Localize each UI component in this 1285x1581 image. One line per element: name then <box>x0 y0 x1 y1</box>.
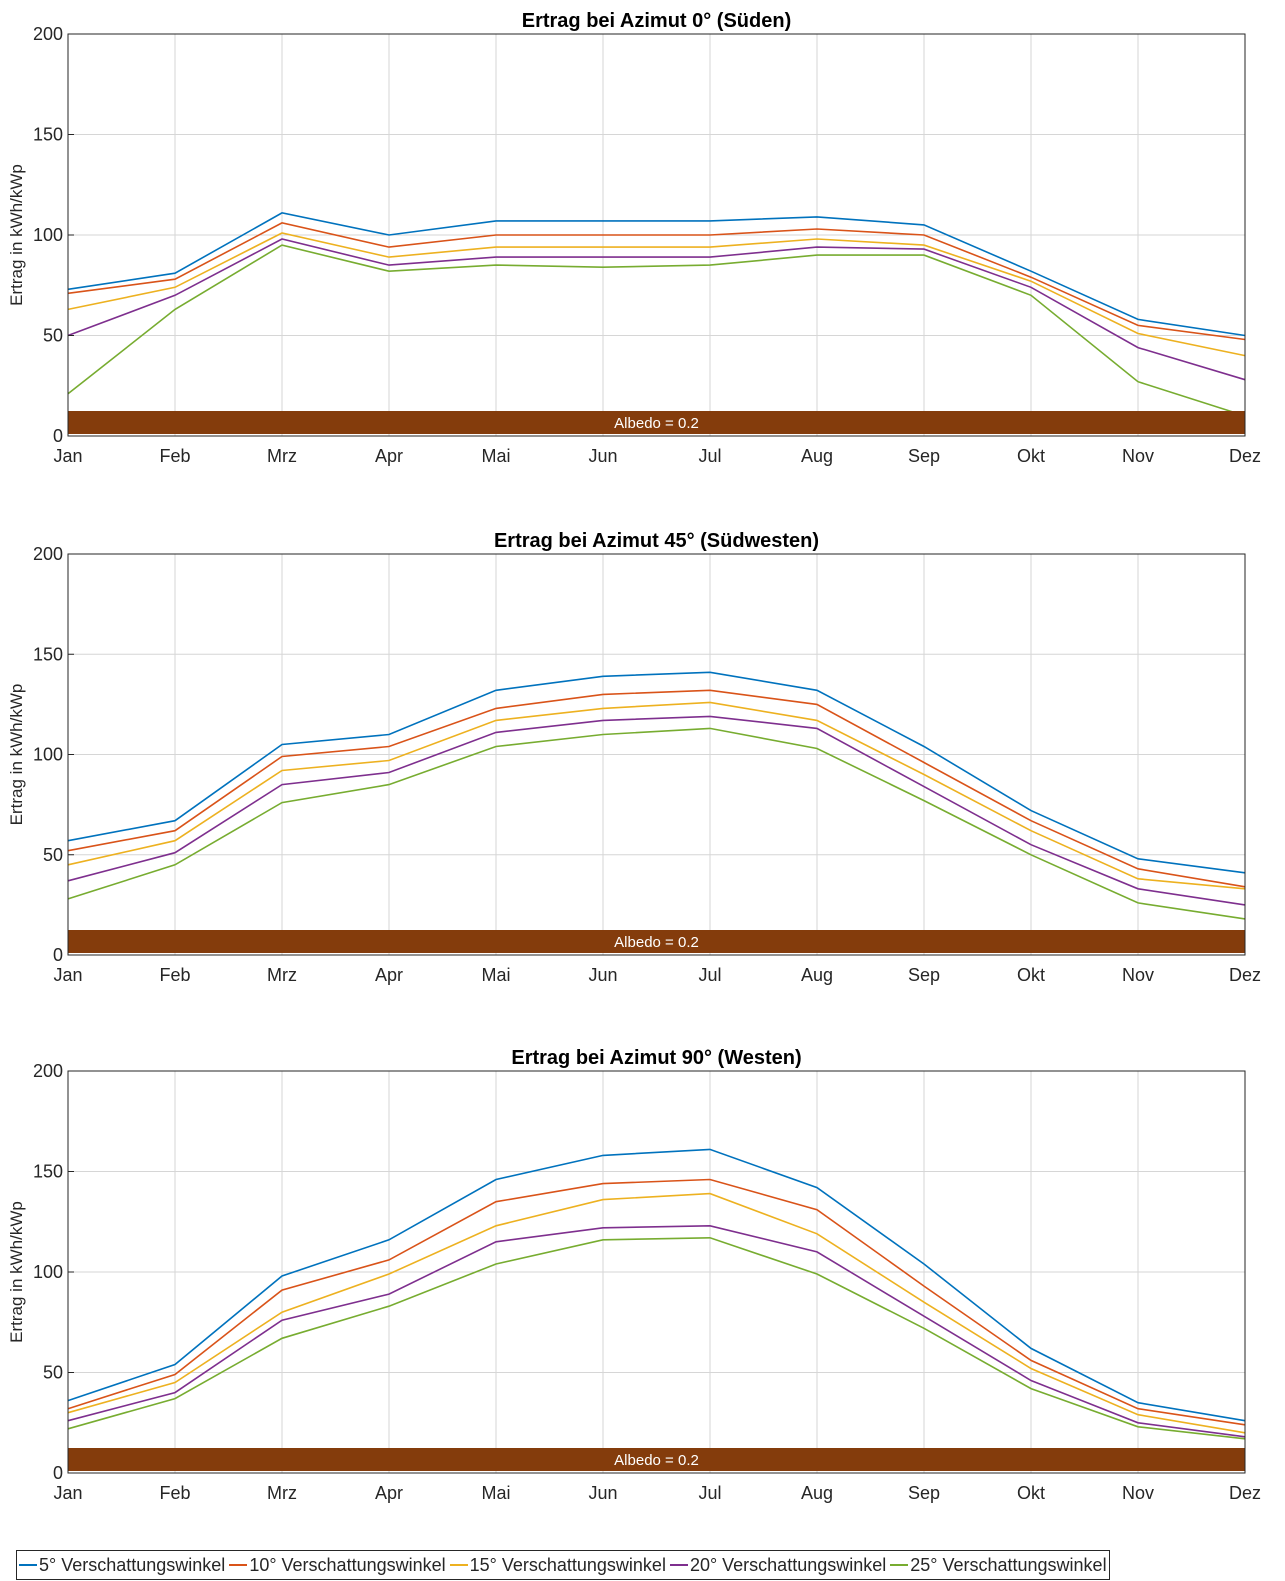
chart-panel: Albedo = 0.2 0 50 100 150 200 Jan Feb Mrz Apr Mai J… <box>7 1047 1261 1503</box>
x-tick-label: Mrz <box>267 965 297 985</box>
series-line <box>67 715 1246 906</box>
x-tick-label: Mai <box>481 1483 510 1503</box>
x-tick-label: Mrz <box>267 446 297 466</box>
series-line <box>67 232 1246 357</box>
albedo-bar <box>68 1448 1245 1471</box>
albedo-bar <box>68 411 1245 434</box>
x-tick-label: Okt <box>1017 446 1045 466</box>
x-tick-label: Aug <box>801 965 833 985</box>
x-tick-label: Feb <box>159 446 190 466</box>
legend-label: 15° Verschattungswinkel <box>469 1554 666 1575</box>
x-tick-label: Feb <box>159 965 190 985</box>
legend-item: 15° Verschattungswinkel <box>449 1554 666 1576</box>
legend-swatch <box>229 1564 248 1566</box>
series-line <box>67 1236 1246 1440</box>
x-tick-label: Jul <box>698 446 721 466</box>
chart-figure: Albedo = 0.2 0 50 100 150 200 Jan Feb Mrz Apr Mai J… <box>7 10 1261 1503</box>
chart-panel: Albedo = 0.2 0 50 100 150 200 Jan Feb Mrz Apr Mai J… <box>7 530 1261 985</box>
chart-title: Ertrag bei Azimut 45° (Südwesten) <box>494 530 819 552</box>
y-tick-label: 0 <box>53 426 63 446</box>
x-tick-label: Mai <box>481 965 510 985</box>
y-tick-label: 100 <box>33 1262 63 1282</box>
series-line <box>67 689 1246 888</box>
y-tick-label: 150 <box>33 1162 63 1182</box>
series-line <box>67 212 1246 337</box>
chart-title: Ertrag bei Azimut 90° (Westen) <box>511 1047 801 1069</box>
x-tick-label: Nov <box>1122 965 1154 985</box>
series-line <box>67 222 1246 341</box>
x-tick-label: Dez <box>1229 965 1261 985</box>
x-tick-label: Nov <box>1122 1483 1154 1503</box>
y-tick-label: 200 <box>33 1061 63 1081</box>
x-tick-label: Sep <box>908 446 940 466</box>
x-tick-label: Aug <box>801 1483 833 1503</box>
x-tick-label: Jan <box>53 446 82 466</box>
x-tick-label: Apr <box>375 1483 403 1503</box>
legend-label: 10° Verschattungswinkel <box>249 1554 446 1575</box>
y-axis-label: Ertrag in kWh/kWp <box>7 684 26 826</box>
series-line <box>67 1148 1246 1422</box>
series-line <box>67 1178 1246 1426</box>
x-tick-label: Jul <box>698 965 721 985</box>
y-tick-label: 150 <box>33 125 63 145</box>
legend-label: 5° Verschattungswinkel <box>39 1554 226 1575</box>
y-tick-label: 50 <box>43 326 63 346</box>
chart-panel: Albedo = 0.2 0 50 100 150 200 Jan Feb Mrz Apr Mai J… <box>7 10 1261 466</box>
x-tick-label: Nov <box>1122 446 1154 466</box>
x-tick-label: Okt <box>1017 1483 1045 1503</box>
legend-swatch <box>19 1564 37 1566</box>
y-axis-label: Ertrag in kWh/kWp <box>7 164 26 306</box>
x-tick-label: Apr <box>375 446 403 466</box>
x-tick-label: Jun <box>588 446 617 466</box>
series-line <box>67 1224 1246 1438</box>
x-tick-label: Jun <box>588 1483 617 1503</box>
series-line <box>67 244 1246 417</box>
x-tick-label: Feb <box>159 1483 190 1503</box>
y-tick-label: 150 <box>33 644 63 664</box>
y-tick-label: 100 <box>33 225 63 245</box>
x-tick-label: Jan <box>53 1483 82 1503</box>
albedo-label: Albedo = 0.2 <box>614 415 699 432</box>
legend-item: 10° Verschattungswinkel <box>229 1554 446 1576</box>
y-tick-label: 50 <box>43 1363 63 1383</box>
legend: 5° Verschattungswinkel 10° Verschattungs… <box>16 1550 1110 1580</box>
legend-label: 25° Verschattungswinkel <box>910 1554 1107 1575</box>
series-line <box>67 701 1246 890</box>
x-tick-label: Sep <box>908 1483 940 1503</box>
x-tick-label: Apr <box>375 965 403 985</box>
y-tick-label: 200 <box>33 544 63 564</box>
x-tick-label: Jan <box>53 965 82 985</box>
x-tick-label: Aug <box>801 446 833 466</box>
series-line <box>67 238 1246 381</box>
y-tick-label: 0 <box>53 945 63 965</box>
x-tick-label: Dez <box>1229 1483 1261 1503</box>
legend-item: 5° Verschattungswinkel <box>19 1555 225 1576</box>
albedo-bar <box>68 930 1245 953</box>
legend-swatch <box>449 1564 468 1566</box>
y-tick-label: 200 <box>33 24 63 44</box>
legend-item: 20° Verschattungswinkel <box>669 1554 887 1576</box>
y-tick-label: 0 <box>53 1463 63 1483</box>
x-tick-label: Dez <box>1229 446 1261 466</box>
x-tick-label: Sep <box>908 965 940 985</box>
y-tick-label: 50 <box>43 845 63 865</box>
series-line <box>67 1192 1246 1434</box>
chart-title: Ertrag bei Azimut 0° (Süden) <box>522 10 792 32</box>
albedo-label: Albedo = 0.2 <box>614 934 699 951</box>
series-line <box>67 671 1246 874</box>
legend-swatch <box>890 1564 909 1566</box>
albedo-label: Albedo = 0.2 <box>614 1452 699 1469</box>
x-tick-label: Okt <box>1017 965 1045 985</box>
y-axis-label: Ertrag in kWh/kWp <box>7 1201 26 1343</box>
y-tick-label: 100 <box>33 745 63 765</box>
legend-swatch <box>669 1564 688 1566</box>
x-tick-label: Mrz <box>267 1483 297 1503</box>
x-tick-label: Mai <box>481 446 510 466</box>
x-tick-label: Jun <box>588 965 617 985</box>
series-line <box>67 727 1246 920</box>
x-tick-label: Jul <box>698 1483 721 1503</box>
legend-item: 25° Verschattungswinkel <box>890 1554 1107 1576</box>
legend-label: 20° Verschattungswinkel <box>689 1554 887 1575</box>
